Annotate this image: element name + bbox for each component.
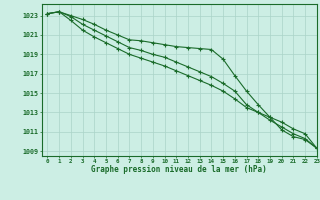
X-axis label: Graphe pression niveau de la mer (hPa): Graphe pression niveau de la mer (hPa) [91, 165, 267, 174]
